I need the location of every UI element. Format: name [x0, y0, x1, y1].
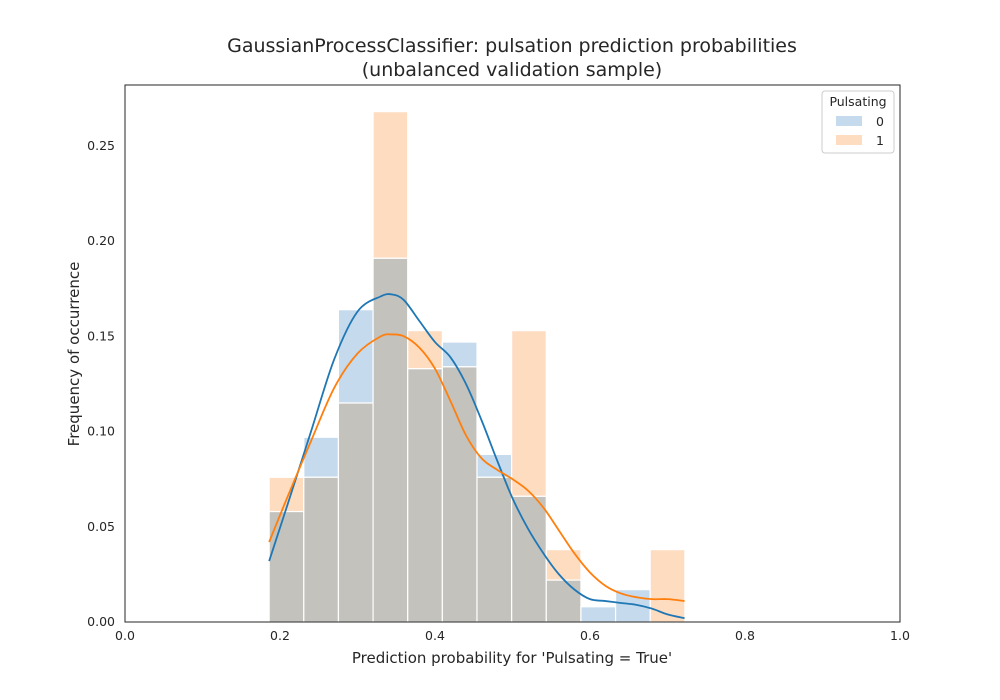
y-axis-ticks: 0.00 0.05 0.10 0.15 0.20 0.25 [87, 138, 115, 629]
histogram-bar-series-1-bin-4 [407, 330, 443, 370]
histogram-bar-series-1-bin-7 [511, 330, 547, 497]
histogram-bar-overlap-bin-2 [337, 402, 374, 623]
x-axis-ticks: 0.0 0.2 0.4 0.6 0.8 1.0 [115, 628, 910, 643]
legend-swatch-0 [836, 116, 862, 126]
kde-curves [268, 293, 685, 620]
histogram-bar-overlap-bin-3 [372, 257, 409, 623]
y-tick-label: 0.20 [87, 233, 115, 248]
histogram-bars [268, 111, 686, 623]
histogram-bar-overlap-bin-6 [476, 476, 513, 623]
histogram-bar-series-1-bin-11 [649, 549, 686, 623]
histogram-bar-series-1-bin-3 [372, 111, 409, 259]
y-tick-label: 0.10 [87, 424, 115, 439]
x-tick-label: 0.0 [115, 628, 135, 643]
x-tick-label: 1.0 [890, 628, 910, 643]
legend: Pulsating 0 1 [821, 90, 895, 154]
kde-line-series-0 [268, 293, 685, 620]
histogram-bar-overlap-bin-4 [407, 368, 443, 623]
y-tick-label: 0.00 [87, 614, 115, 629]
x-axis-label: Prediction probability for 'Pulsating = … [352, 649, 672, 667]
y-axis-label: Frequency of occurrence [65, 262, 83, 447]
legend-swatch-1 [836, 135, 862, 145]
x-tick-label: 0.6 [580, 628, 600, 643]
histogram-bar-series-0-bin-1 [303, 436, 340, 478]
y-tick-label: 0.25 [87, 138, 115, 153]
chart-title-line2: (unbalanced validation sample) [362, 59, 662, 81]
plot-frame [124, 84, 901, 623]
legend-label-1: 1 [876, 133, 884, 148]
histogram-bar-overlap-bin-7 [511, 495, 547, 623]
histogram-bar-overlap-bin-5 [441, 366, 478, 623]
kde-line-series-1 [268, 333, 685, 602]
x-tick-label: 0.8 [735, 628, 755, 643]
y-tick-label: 0.15 [87, 328, 115, 343]
y-tick-label: 0.05 [87, 519, 115, 534]
histogram-bar-overlap-bin-0 [268, 510, 305, 623]
histogram-bar-overlap-bin-1 [303, 476, 340, 623]
legend-label-0: 0 [876, 114, 884, 129]
histogram-bar-overlap-bin-8 [545, 579, 582, 623]
x-tick-label: 0.2 [270, 628, 290, 643]
chart-title-line1: GaussianProcessClassifier: pulsation pre… [227, 35, 797, 57]
histogram-bar-series-0-bin-9 [580, 606, 617, 623]
legend-title: Pulsating [829, 94, 886, 109]
x-tick-label: 0.4 [425, 628, 445, 643]
